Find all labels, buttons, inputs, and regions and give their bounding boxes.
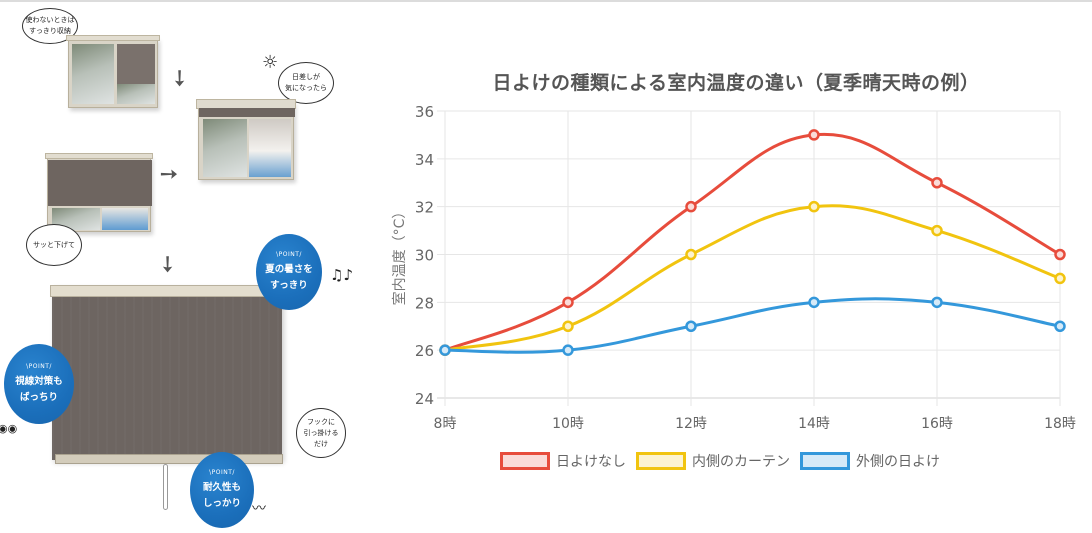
point-badge-heat: \POINT/ 夏の暑さを すっきり [256,234,322,310]
outdoor-shade-large [52,285,282,460]
chart-title: 日よけの種類による室内温度の違い（夏季晴天時の例） [492,72,980,94]
window-pulling-shade [196,99,296,180]
speech-bubble-lower: サッと下げて [26,224,82,266]
svg-text:24: 24 [415,390,434,408]
legend-item-outer-shade[interactable]: 外側の日よけ [800,451,940,471]
chart-grid [437,110,1061,406]
y-axis-label: 室内温度（°C） [391,205,408,306]
top-divider [0,0,1092,2]
legend-swatch-yellow [636,452,686,470]
svg-text:36: 36 [415,103,434,121]
svg-text:10時: 10時 [552,416,584,432]
music-notes-icon: ♫♪ [330,266,354,284]
point-badge-durability: \POINT/ 耐久性も しっかり [190,452,254,528]
pull-cord [163,464,168,510]
legend-item-no-shade[interactable]: 日よけなし [500,451,626,471]
svg-text:26: 26 [415,342,434,360]
y-axis: 24 26 28 30 32 34 36 [415,103,434,408]
chart-legend: 日よけなし 内側のカーテン 外側の日よけ [500,451,940,471]
eyes-icon: ◉◉ [0,422,18,435]
sun-icon: ☼ [262,52,279,73]
zigzag-icon: 〰 [252,501,266,517]
svg-text:8時: 8時 [434,416,457,432]
svg-text:12時: 12時 [675,416,707,432]
svg-text:18時: 18時 [1044,416,1076,432]
legend-item-inner-curtain[interactable]: 内側のカーテン [636,451,790,471]
shade-bottom-bar [55,454,283,464]
window-shade-lowered [45,153,153,232]
chart-series [439,129,1066,356]
svg-text:14時: 14時 [798,416,830,432]
svg-text:30: 30 [415,247,434,265]
speech-bubble-sunlight: 日差しが 気になったら [278,62,334,104]
point-badge-privacy: \POINT/ 視線対策も ばっちり [4,344,74,424]
legend-swatch-blue [800,452,850,470]
svg-text:16時: 16時 [921,416,953,432]
svg-text:28: 28 [415,294,434,312]
window-shade-retracted [66,35,160,108]
svg-text:34: 34 [415,151,434,169]
product-illustration: 使わないときは すっきり収納 ➘ ☼ 日差しが 気になったら ➘ サッと下げて … [0,2,380,533]
legend-swatch-red [500,452,550,470]
svg-text:32: 32 [415,199,434,217]
x-axis: 8時 10時 12時 14時 16時 18時 [434,416,1076,432]
speech-bubble-hook: フックに 引っ掛ける だけ [296,408,346,458]
